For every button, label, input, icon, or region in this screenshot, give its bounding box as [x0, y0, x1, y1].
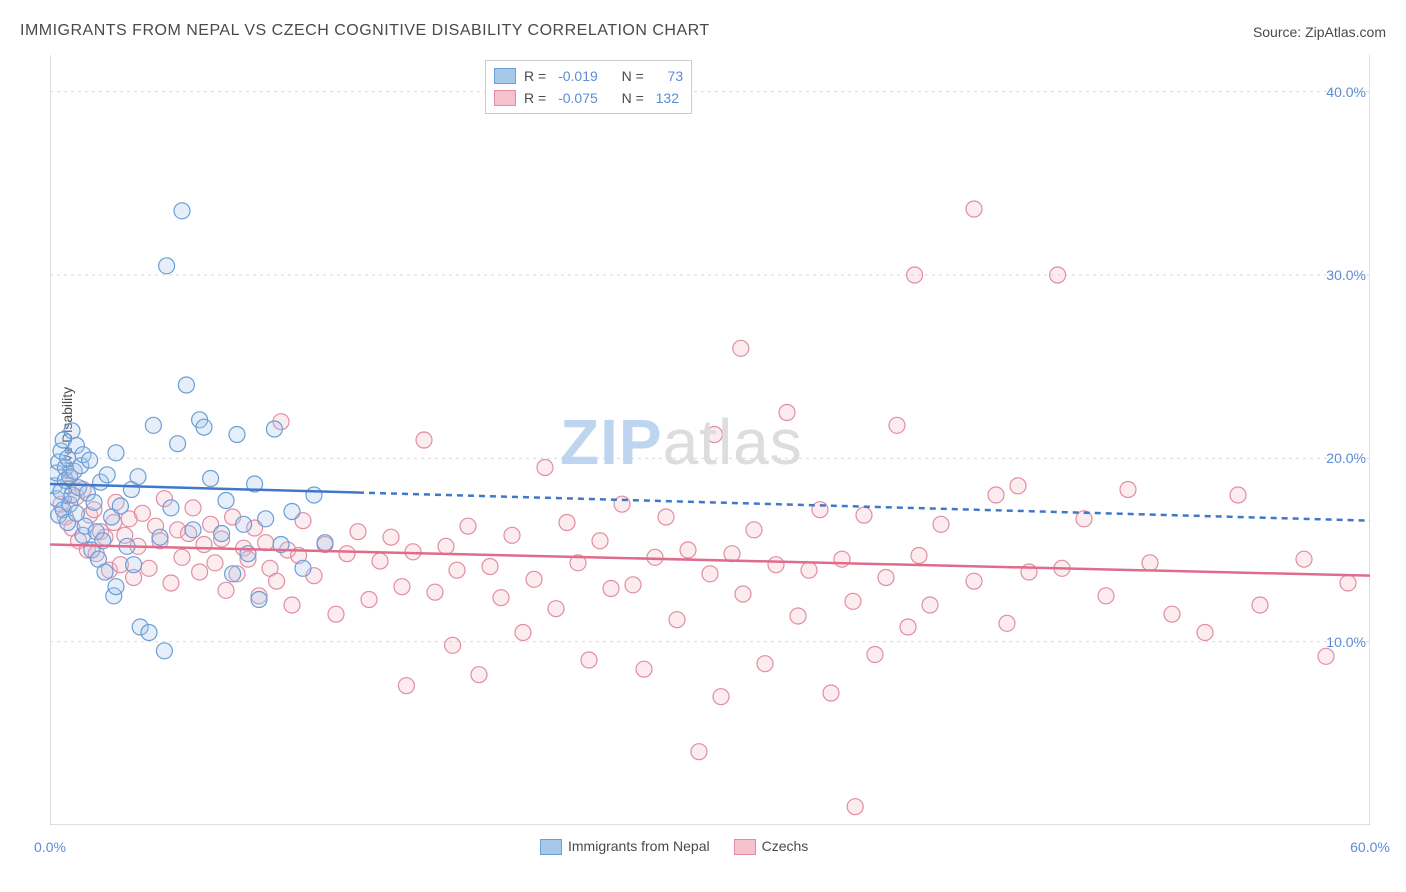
legend-item-1: Czechs — [734, 838, 809, 855]
legend-swatch-nepal — [540, 839, 562, 855]
legend-n-label-1b: N = — [622, 87, 648, 109]
legend-n-label-1 — [606, 87, 614, 109]
legend-row-1: R = -0.075 N = 132 — [494, 87, 683, 109]
legend-r-label-0: R = — [524, 65, 550, 87]
x-tick-label: 0.0% — [34, 839, 66, 855]
legend-n-label-0 — [606, 65, 614, 87]
legend-correlation: R = -0.019 N = 73 R = -0.075 N = 132 — [485, 60, 692, 114]
source-label: Source: — [1253, 24, 1305, 40]
legend-n-label-0b: N = — [622, 65, 648, 87]
legend-r-value-0: -0.019 — [558, 65, 598, 87]
legend-series: Immigrants from Nepal Czechs — [540, 838, 808, 855]
y-tick-label: 20.0% — [1326, 450, 1366, 466]
y-tick-label: 10.0% — [1326, 634, 1366, 650]
legend-n-value-0 — [656, 65, 660, 87]
legend-swatch-czech — [734, 839, 756, 855]
legend-r-label-1: R = — [524, 87, 550, 109]
legend-item-0: Immigrants from Nepal — [540, 838, 710, 855]
legend-swatch-1 — [494, 90, 516, 106]
legend-n-value-1: 132 — [656, 87, 679, 109]
y-tick-label: 30.0% — [1326, 267, 1366, 283]
legend-r-value-1: -0.075 — [558, 87, 598, 109]
legend-n-value-0b: 73 — [668, 65, 684, 87]
x-tick-label: 60.0% — [1350, 839, 1390, 855]
legend-label-1: Czechs — [762, 838, 809, 854]
source-value: ZipAtlas.com — [1305, 24, 1386, 40]
legend-swatch-0 — [494, 68, 516, 84]
chart-title: IMMIGRANTS FROM NEPAL VS CZECH COGNITIVE… — [20, 22, 710, 40]
source-attribution: Source: ZipAtlas.com — [1253, 24, 1386, 40]
scatter-chart — [50, 55, 1370, 825]
y-tick-label: 40.0% — [1326, 84, 1366, 100]
legend-label-0: Immigrants from Nepal — [568, 838, 710, 854]
plot-area: ZIPatlas R = -0.019 N = 73 R = -0.075 N … — [50, 55, 1370, 825]
legend-row-0: R = -0.019 N = 73 — [494, 65, 683, 87]
